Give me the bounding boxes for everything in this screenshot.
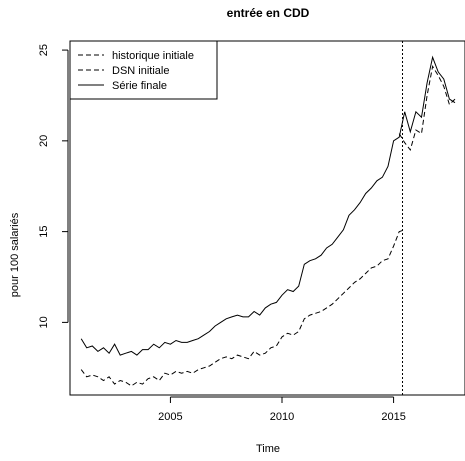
series-line-2: [398, 65, 456, 151]
legend-label: historique initiale: [112, 50, 194, 62]
x-tick-label: 2005: [158, 411, 182, 423]
x-tick-label: 2010: [270, 411, 294, 423]
plot-layer: [80, 55, 456, 387]
series-line-3: [80, 55, 456, 356]
series-line-1: [80, 229, 405, 387]
y-tick-label: 15: [38, 225, 50, 237]
y-tick-label: 10: [38, 316, 50, 328]
y-tick-label: 25: [38, 44, 50, 56]
y-tick-label: 20: [38, 135, 50, 147]
y-axis-label: pour 100 salariés: [9, 212, 21, 297]
legend-label: DSN initiale: [112, 65, 169, 77]
legend: historique initiale DSN initiale Série fin…: [69, 40, 218, 100]
plot-area-frame: [69, 40, 465, 396]
legend-label: Série finale: [112, 80, 167, 92]
x-axis-label: Time: [256, 443, 280, 455]
chart-title: entrée en CDD: [227, 6, 310, 20]
x-tick-label: 2015: [381, 411, 405, 423]
